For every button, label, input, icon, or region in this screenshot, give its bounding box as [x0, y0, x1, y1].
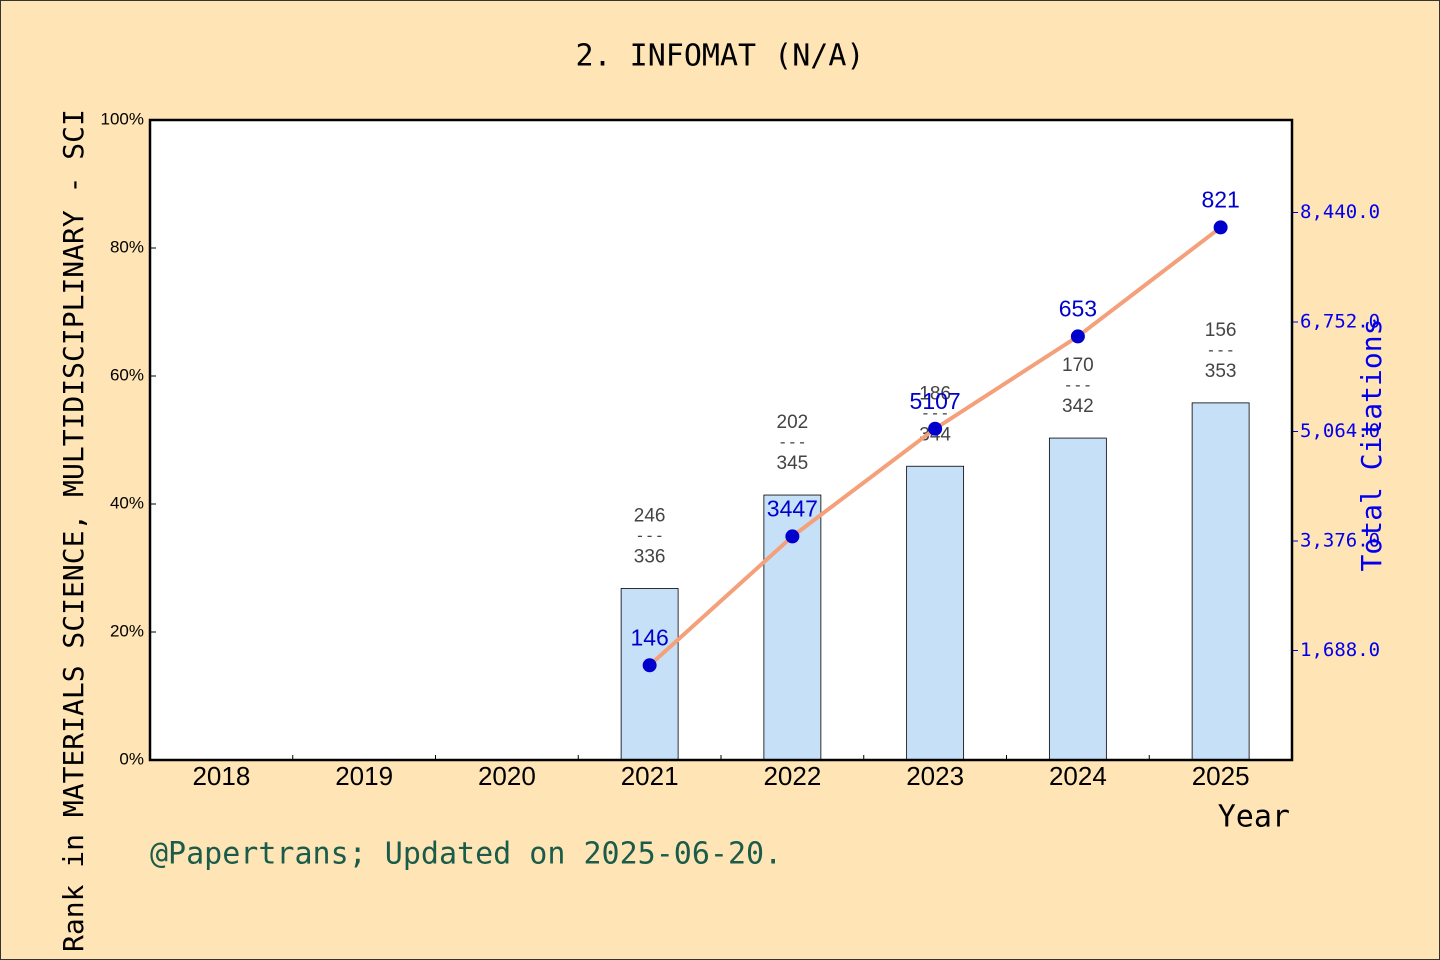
x-axis-label: Year [1218, 800, 1290, 835]
bar [906, 465, 965, 761]
y-tick-label: 0% [119, 749, 144, 768]
x-tick-label: 2022 [763, 761, 821, 791]
citation-point [928, 421, 943, 436]
citation-label: 653 [1059, 295, 1097, 321]
bar [1048, 437, 1107, 761]
rank-total-label: 342 [1062, 396, 1094, 417]
rank-label: 186 [919, 383, 951, 404]
rank-label: 202 [777, 412, 809, 433]
x-tick-label: 2019 [335, 761, 393, 791]
citation-label: 5107 [910, 388, 961, 414]
footer: @Papertrans; Updated on 2025-06-20. [150, 837, 782, 872]
x-tick-label: 2020 [478, 761, 536, 791]
y2-tick-label: 1,688.0 [1300, 639, 1380, 661]
citation-point [1070, 329, 1085, 344]
y-tick-label: 40% [110, 493, 144, 512]
y2-tick-label: 8,440.0 [1300, 201, 1380, 223]
y2-axis-label: Total Citations [1355, 319, 1388, 572]
x-tick-label: 2024 [1049, 761, 1107, 791]
citation-label: 821 [1201, 187, 1239, 213]
citation-point [642, 658, 657, 673]
rank-separator: --- [1063, 376, 1092, 395]
x-tick-label: 2018 [192, 761, 250, 791]
citation-label: 3447 [767, 495, 818, 521]
y-tick-label: 60% [110, 365, 144, 384]
rank-separator: --- [778, 433, 807, 452]
rank-label: 170 [1062, 355, 1094, 376]
rank-separator: --- [921, 404, 950, 423]
y-axis-label: Rank in MATERIALS SCIENCE, MULTIDISCIPLI… [57, 109, 90, 952]
rank-total-label: 345 [777, 453, 809, 474]
chart-title: 2. INFOMAT (N/A) [576, 39, 865, 74]
citation-label: 146 [630, 624, 668, 650]
bar [620, 588, 679, 761]
plot-area [150, 120, 1292, 760]
rank-separator: --- [1206, 340, 1235, 359]
y-tick-label: 20% [110, 621, 144, 640]
citation-point [1213, 220, 1228, 235]
y-tick-label: 100% [101, 109, 144, 128]
rank-total-label: 353 [1205, 361, 1237, 382]
y2-tick-label: 5,064.0 [1300, 420, 1380, 442]
y2-tick-label: 3,376.0 [1300, 530, 1380, 552]
rank-label: 246 [634, 505, 666, 526]
plot-frame [148, 118, 1294, 762]
rank-total-label: 336 [634, 546, 666, 567]
bar [1191, 402, 1250, 761]
x-tick-label: 2023 [906, 761, 964, 791]
rank-label: 156 [1205, 320, 1237, 341]
y2-tick-label: 6,752.0 [1300, 311, 1380, 333]
rank-separator: --- [635, 526, 664, 545]
citation-point [785, 529, 800, 544]
x-tick-label: 2025 [1192, 761, 1250, 791]
x-tick-label: 2021 [621, 761, 679, 791]
y-tick-label: 80% [110, 237, 144, 256]
